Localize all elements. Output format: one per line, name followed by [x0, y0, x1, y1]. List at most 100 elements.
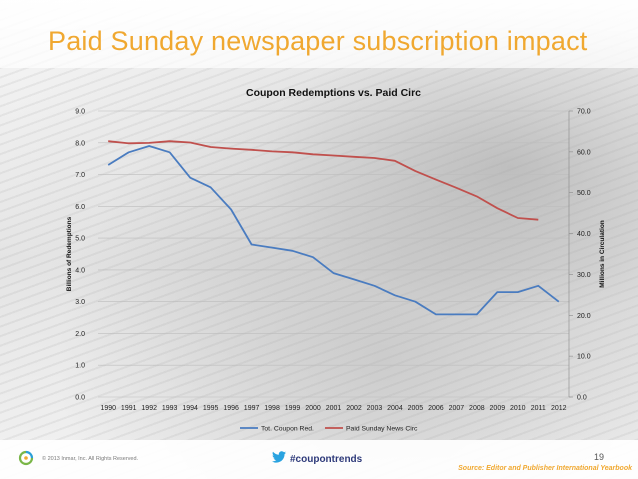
data-point	[537, 285, 539, 287]
data-point	[333, 272, 335, 274]
data-point	[251, 244, 253, 246]
y-tick-label: 0.0	[75, 395, 85, 402]
data-point	[230, 148, 232, 150]
data-point	[415, 301, 417, 303]
data-point	[558, 301, 560, 303]
data-point	[394, 294, 396, 296]
data-point	[312, 153, 314, 155]
x-tick-label: 1998	[264, 405, 280, 412]
page-number: 19	[594, 452, 605, 462]
x-tick-label: 2006	[428, 405, 444, 412]
data-point	[210, 186, 212, 188]
footer-band	[0, 440, 638, 479]
data-point	[374, 285, 376, 287]
x-tick-label: 1994	[182, 405, 198, 412]
x-tick-label: 2011	[531, 405, 546, 412]
data-point	[128, 142, 130, 144]
x-tick-label: 2008	[469, 405, 485, 412]
y-tick-label: 7.0	[75, 172, 85, 179]
data-point	[517, 291, 519, 293]
data-point	[292, 151, 294, 153]
x-tick-label: 1996	[223, 405, 239, 412]
y-tick-label: 2.0	[75, 331, 85, 338]
data-point	[496, 291, 498, 293]
slide-title: Paid Sunday newspaper subscription impac…	[48, 26, 588, 56]
x-tick-label: 2003	[367, 405, 383, 412]
data-point	[415, 170, 417, 172]
data-point	[496, 207, 498, 209]
y-tick-label: 1.0	[75, 363, 85, 370]
series-line-coupon-redemptions	[107, 145, 560, 316]
chart-title: Coupon Redemptions vs. Paid Circ	[246, 87, 421, 99]
y2-tick-label: 30.0	[577, 272, 591, 279]
x-tick-label: 2012	[551, 405, 567, 412]
y2-tick-label: 0.0	[577, 395, 587, 402]
x-tick-label: 1995	[203, 405, 219, 412]
data-point	[148, 142, 150, 144]
y-tick-label: 4.0	[75, 267, 85, 274]
x-tick-label: 2004	[387, 405, 403, 412]
y-tick-label: 6.0	[75, 204, 85, 211]
data-point	[189, 177, 191, 179]
data-point	[476, 195, 478, 197]
data-point	[333, 155, 335, 157]
title-band	[0, 0, 638, 68]
x-tick-label: 1997	[244, 405, 260, 412]
hashtag[interactable]: #coupontrends	[272, 451, 362, 467]
legend-label: Tot. Coupon Red.	[261, 426, 314, 433]
x-tick-label: 2007	[449, 405, 465, 412]
y2-axis-title: Millions in Circulation	[599, 220, 606, 288]
data-point	[148, 145, 150, 147]
data-point	[292, 250, 294, 252]
data-point	[107, 140, 109, 142]
x-tick-label: 2010	[510, 405, 526, 412]
data-point	[353, 156, 355, 158]
data-point	[374, 157, 376, 159]
y2-tick-label: 50.0	[577, 190, 591, 197]
y2-tick-label: 60.0	[577, 149, 591, 156]
y-tick-label: 9.0	[75, 109, 85, 116]
data-point	[517, 217, 519, 219]
data-point	[169, 151, 171, 153]
data-point	[128, 151, 130, 153]
x-tick-label: 2009	[490, 405, 506, 412]
data-point	[251, 149, 253, 151]
data-point	[455, 187, 457, 189]
x-tick-label: 1992	[141, 405, 157, 412]
y-tick-label: 8.0	[75, 140, 85, 147]
data-point	[435, 179, 437, 181]
source-note: Source: Editor and Publisher Internation…	[458, 465, 632, 472]
data-point	[476, 313, 478, 315]
x-tick-label: 2002	[346, 405, 362, 412]
y2-tick-label: 40.0	[577, 231, 591, 238]
copyright-text: © 2013 Inmar, Inc. All Rights Reserved.	[42, 456, 139, 462]
data-point	[394, 160, 396, 162]
data-point	[271, 151, 273, 153]
x-tick-label: 1993	[162, 405, 178, 412]
data-point	[455, 313, 457, 315]
x-tick-label: 2001	[326, 405, 342, 412]
y2-tick-label: 70.0	[577, 109, 591, 116]
y-tick-label: 5.0	[75, 236, 85, 243]
data-point	[169, 140, 171, 142]
hashtag-text: #coupontrends	[290, 453, 363, 465]
x-tick-label: 2005	[408, 405, 424, 412]
data-point	[537, 219, 539, 221]
inmar-logo-icon	[18, 450, 34, 466]
data-point	[312, 256, 314, 258]
y-axis-title: Billions of Redemptions	[66, 216, 73, 291]
series-line-paid-circulation	[108, 140, 539, 221]
data-point	[435, 313, 437, 315]
data-point	[230, 209, 232, 211]
x-tick-label: 1990	[100, 405, 116, 412]
y2-tick-label: 20.0	[577, 313, 591, 320]
twitter-bird-icon	[272, 450, 286, 468]
data-point	[353, 279, 355, 281]
x-tick-label: 1999	[285, 405, 301, 412]
data-point	[210, 146, 212, 148]
x-tick-label: 1991	[121, 405, 137, 412]
data-point	[107, 164, 109, 166]
x-tick-label: 2000	[305, 405, 321, 412]
